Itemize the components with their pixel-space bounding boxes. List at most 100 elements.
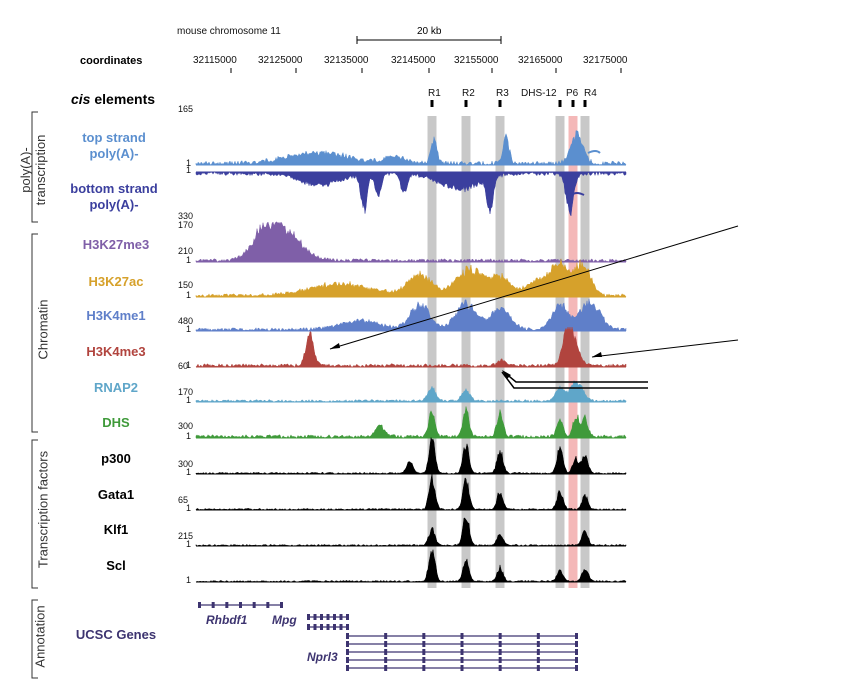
cis-column-r2 bbox=[461, 116, 471, 588]
track-label-klf1: Klf1 bbox=[103, 522, 129, 537]
gene-nprl3-2-exon bbox=[460, 641, 464, 647]
gene-mpg-1-exon bbox=[339, 614, 343, 620]
track-max-dhs: 170 bbox=[178, 387, 194, 397]
track-label-rnap2: RNAP2 bbox=[93, 380, 139, 395]
signal-track-top bbox=[195, 130, 627, 166]
gene-nprl3-2-exon bbox=[346, 641, 349, 647]
pointer-double-arrowhead bbox=[502, 370, 511, 379]
coordinate-label: 32155000 bbox=[454, 55, 499, 66]
track-min-dhs: 1 bbox=[186, 431, 192, 441]
gene-nprl3-5-exon bbox=[536, 665, 540, 671]
gene-mpg-2-exon bbox=[320, 624, 323, 630]
coordinates-label: coordinates bbox=[80, 55, 143, 67]
signal-track-bottom bbox=[195, 171, 627, 217]
gene-nprl3-4-exon bbox=[575, 657, 578, 663]
gene-mpg-2-exon bbox=[339, 624, 343, 630]
bracket-polya bbox=[31, 111, 38, 223]
group-polya-transcription: poly(A)- transcription bbox=[18, 115, 48, 225]
cis-elements-label: cis elements bbox=[71, 92, 155, 106]
track-max-h3k4me1: 150 bbox=[178, 280, 194, 290]
cis-element-label: R2 bbox=[462, 88, 475, 99]
coordinate-label: 32125000 bbox=[258, 55, 303, 66]
gene-nprl3-2-exon bbox=[575, 641, 578, 647]
gene-mpg-2-exon bbox=[333, 624, 336, 630]
gene-rhbdf1-exon bbox=[266, 602, 270, 608]
track-max-p300: 300 bbox=[178, 421, 194, 431]
track-min-h3k4me3: 1 bbox=[186, 360, 192, 370]
track-min-top: 1 bbox=[186, 158, 192, 168]
track-label-gata1: Gata1 bbox=[97, 487, 135, 502]
coordinate-label: 32145000 bbox=[391, 55, 436, 66]
coordinate-label: 32135000 bbox=[324, 55, 369, 66]
track-label-bottom-strand: bottom strand poly(A)- bbox=[58, 182, 170, 211]
gene-nprl3-1-exon bbox=[575, 633, 578, 639]
cis-element-label: P6 bbox=[566, 88, 579, 99]
gene-nprl3-5-exon bbox=[384, 665, 388, 671]
gene-nprl3-2-exon bbox=[422, 641, 426, 647]
signal-track-h3k27me3 bbox=[195, 221, 627, 263]
gene-mpg-2-exon bbox=[346, 624, 349, 630]
gene-mpg-2-exon bbox=[326, 624, 330, 630]
gene-nprl3-1-exon bbox=[536, 633, 540, 639]
track-label-h3k4me3: H3K4me3 bbox=[86, 344, 146, 359]
elements-word: elements bbox=[90, 91, 156, 107]
gene-label-mpg: Mpg bbox=[272, 613, 297, 627]
coordinate-label: 32175000 bbox=[583, 55, 628, 66]
scale-bar-label: 20 kb bbox=[417, 26, 442, 37]
gene-nprl3-1-exon bbox=[346, 633, 349, 639]
gene-nprl3-3-exon bbox=[575, 649, 578, 655]
cis-element-marker bbox=[498, 100, 502, 107]
track-max-gata1: 300 bbox=[178, 459, 194, 469]
gene-nprl3-3-exon bbox=[346, 649, 349, 655]
cis-column-r3 bbox=[495, 116, 505, 588]
signal-track-rnap2 bbox=[195, 379, 627, 403]
gene-nprl3-2-exon bbox=[536, 641, 540, 647]
top-strand-arrow-icon bbox=[587, 150, 601, 154]
gene-rhbdf1-exon bbox=[211, 602, 215, 608]
cis-element-marker bbox=[571, 100, 575, 107]
track-min-gata1: 1 bbox=[186, 503, 192, 513]
gene-rhbdf1-exon bbox=[225, 602, 229, 608]
pointer-arrow-h3k4me3-right bbox=[591, 339, 739, 358]
gene-mpg-2-exon bbox=[313, 624, 317, 630]
cis-word: cis bbox=[71, 91, 91, 107]
gene-nprl3-5-exon bbox=[422, 665, 426, 671]
pointer-arrowhead-h3k4me3-right bbox=[592, 352, 602, 357]
group-polya-line2: transcription bbox=[33, 134, 48, 206]
cis-element-label: DHS-12 bbox=[521, 88, 557, 99]
gene-nprl3-4-exon bbox=[498, 657, 502, 663]
track-label-p300: p300 bbox=[101, 451, 131, 466]
track-min-rnap2: 1 bbox=[186, 395, 192, 405]
cis-element-marker bbox=[464, 100, 468, 107]
cis-column-r4 bbox=[580, 116, 590, 588]
gene-nprl3-2-exon bbox=[498, 641, 502, 647]
track-label-scl: Scl bbox=[106, 558, 126, 573]
track-label-ucsc-genes: UCSC Genes bbox=[75, 627, 157, 642]
bracket-annotation bbox=[31, 599, 38, 679]
track-max-h3k27me3: 330 bbox=[178, 211, 194, 221]
track-min-h3k4me1: 1 bbox=[186, 324, 192, 334]
gene-rhbdf1-exon bbox=[239, 602, 242, 608]
track-min-p300: 1 bbox=[186, 467, 192, 477]
track-label-h3k27ac: H3K27ac bbox=[88, 274, 144, 289]
track-label-bottom-line1: bottom strand bbox=[70, 181, 158, 196]
bracket-chromatin bbox=[31, 233, 38, 433]
track-label-bottom-line2: poly(A)- bbox=[89, 197, 139, 212]
track-max-bottom: 170 bbox=[178, 220, 194, 230]
track-max-top: 165 bbox=[178, 104, 194, 114]
group-chromatin: Chromatin bbox=[35, 299, 51, 360]
gene-nprl3-5-exon bbox=[346, 665, 349, 671]
track-max-h3k4me3: 480 bbox=[178, 316, 194, 326]
track-min-bottom: 1 bbox=[186, 165, 192, 175]
gene-nprl3-3-exon bbox=[384, 649, 388, 655]
signal-track-dhs bbox=[195, 406, 627, 439]
pointer-arrowhead-h3k4me3-left bbox=[330, 343, 340, 349]
gene-nprl3-5-exon bbox=[460, 665, 464, 671]
bottom-strand-arrow-icon bbox=[571, 192, 585, 196]
track-label-top-line2: poly(A)- bbox=[89, 146, 139, 161]
track-min-h3k27ac: 1 bbox=[186, 290, 192, 300]
gene-nprl3-1-exon bbox=[460, 633, 464, 639]
track-max-rnap2: 60 bbox=[178, 361, 189, 371]
cis-column-r1 bbox=[427, 116, 437, 588]
